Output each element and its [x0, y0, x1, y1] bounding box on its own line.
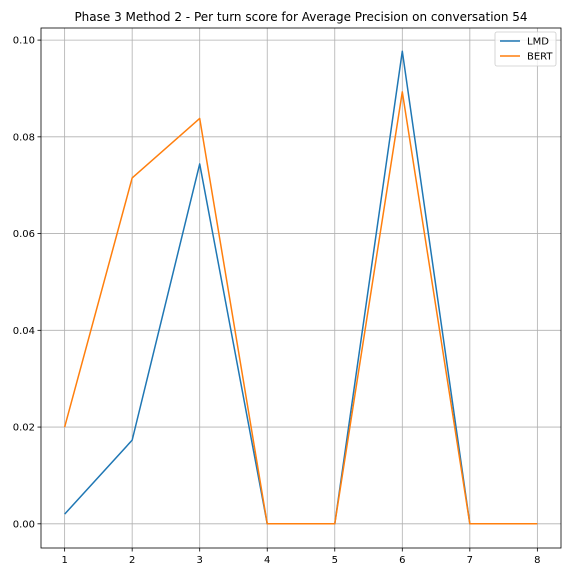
x-tick-label: 4 — [264, 555, 270, 566]
y-tick-label: 0.00 — [13, 519, 35, 530]
legend-label-bert: BERT — [527, 52, 553, 63]
x-tick-label: 7 — [467, 555, 473, 566]
y-tick-label: 0.06 — [13, 229, 35, 240]
x-tick-label: 6 — [399, 555, 405, 566]
y-axis: 0.00 0.02 0.04 0.06 0.08 0.10 — [13, 36, 41, 530]
x-tick-label: 8 — [534, 555, 540, 566]
legend-label-lmd: LMD — [527, 37, 549, 48]
x-tick-label: 2 — [129, 555, 135, 566]
y-tick-label: 0.08 — [13, 132, 35, 143]
x-axis: 1 2 3 4 5 6 7 8 — [61, 548, 541, 566]
x-tick-label: 3 — [197, 555, 203, 566]
y-tick-label: 0.10 — [13, 36, 35, 47]
chart-title: Phase 3 Method 2 - Per turn score for Av… — [74, 10, 527, 24]
x-tick-label: 5 — [332, 555, 338, 566]
series-line-lmd — [64, 50, 538, 525]
series-line-bert — [63, 91, 538, 525]
y-tick-label: 0.04 — [13, 326, 35, 337]
x-tick-label: 1 — [61, 555, 67, 566]
y-tick-label: 0.02 — [13, 423, 35, 434]
legend: LMD BERT — [494, 31, 557, 67]
grid-lines — [41, 28, 561, 548]
series-lines — [63, 50, 538, 525]
plot-frame — [40, 27, 562, 549]
